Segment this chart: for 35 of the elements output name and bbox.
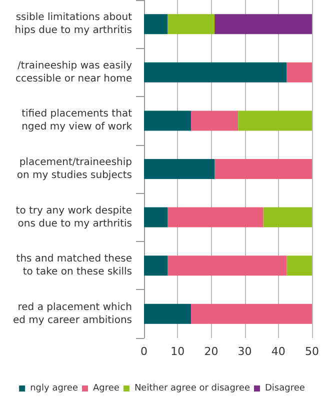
legend-label: Neither agree or disagree xyxy=(134,384,250,394)
bar xyxy=(286,62,312,82)
bar xyxy=(168,14,215,34)
bar xyxy=(144,62,287,82)
x-tick-label: 10 xyxy=(170,345,185,358)
bar xyxy=(191,304,312,324)
bar xyxy=(144,14,168,34)
y-tick-label: tified placements that nged my view of work xyxy=(22,108,132,133)
bar xyxy=(238,110,312,131)
bar xyxy=(263,207,312,228)
legend-label: ngly agree xyxy=(30,384,78,394)
x-tick-label: 0 xyxy=(140,345,148,358)
bar xyxy=(144,304,192,324)
legend-label: Agree xyxy=(93,384,120,394)
y-tick-label: to try any work despite ons due to my arthritis xyxy=(16,205,132,230)
y-tick-label: ssible limitations about hips due to my arthritis xyxy=(14,12,132,36)
bar xyxy=(144,207,168,228)
bar xyxy=(144,110,192,131)
bar xyxy=(286,256,312,276)
x-tick-label: 30 xyxy=(238,345,252,358)
legend-label: Disagree xyxy=(264,384,306,394)
y-tick-label: /traineeship was easily ccessible or near home xyxy=(16,60,132,84)
bar xyxy=(168,256,287,276)
y-tick-label: placement/traineeship on my studies subjects xyxy=(16,157,132,181)
bar xyxy=(214,159,312,179)
x-tick-label: 50 xyxy=(305,345,319,358)
x-tick-label: 40 xyxy=(271,345,286,358)
bar xyxy=(214,14,312,34)
bar xyxy=(191,110,238,131)
x-tick-label: 20 xyxy=(204,345,218,358)
bar xyxy=(144,159,215,179)
bar xyxy=(144,256,168,276)
y-tick-label: ths and matched these to take on these skills xyxy=(16,254,132,278)
bar xyxy=(168,207,264,228)
y-tick-label: red a placement which ed my career ambitions xyxy=(13,302,132,326)
